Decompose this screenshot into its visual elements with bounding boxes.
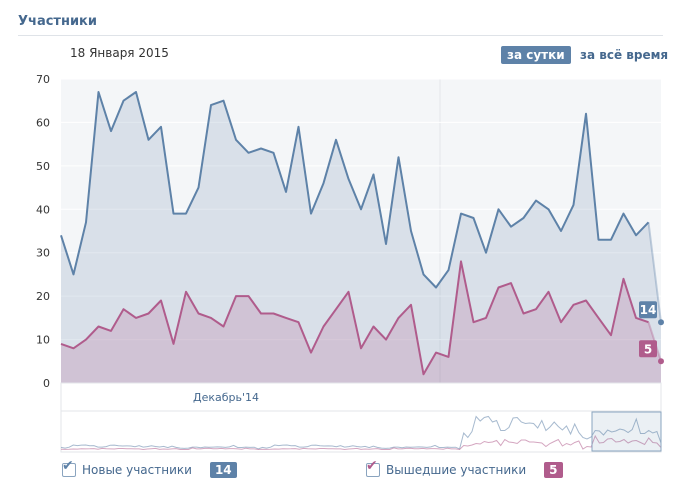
series-area <box>61 92 661 383</box>
y-tick-label: 10 <box>36 334 50 347</box>
y-tick-label: 0 <box>43 377 50 390</box>
new-members-checkbox[interactable]: ✔ <box>62 459 76 477</box>
legend-left-members[interactable]: ✔ Вышедшие участники 5 <box>366 459 563 478</box>
series-line <box>60 260 649 376</box>
series-end-point <box>658 358 664 365</box>
series-area <box>61 261 661 383</box>
series-line-incomplete <box>647 222 662 323</box>
title-divider <box>18 35 663 36</box>
overview-series-line <box>60 415 662 450</box>
new-members-count-badge: 14 <box>209 462 237 478</box>
series-end-label: 14 <box>640 303 657 317</box>
y-tick-label: 40 <box>36 203 50 216</box>
series-end-label: 5 <box>644 342 652 356</box>
series-line <box>60 91 650 289</box>
legend-new-members[interactable]: ✔ Новые участники 14 <box>62 459 237 478</box>
x-axis-label: Декабрь'14 <box>193 391 259 404</box>
series-end-point <box>658 319 664 326</box>
series-end-badge <box>639 340 657 358</box>
series-end-badge <box>639 301 657 319</box>
legend-left-label: Вышедшие участники <box>386 463 527 477</box>
page-title: Участники <box>18 14 97 29</box>
overview-series-line <box>60 434 662 451</box>
y-tick-label: 30 <box>36 247 50 260</box>
y-tick-label: 70 <box>36 73 50 86</box>
current-date: 18 Января 2015 <box>70 46 169 60</box>
left-members-checkbox[interactable]: ✔ <box>366 459 380 477</box>
legend-new-label: Новые участники <box>82 463 192 477</box>
period-day-button[interactable]: за сутки <box>501 46 571 64</box>
overview-navigator <box>60 410 662 453</box>
overview-range-selector[interactable] <box>591 411 662 452</box>
left-members-count-badge: 5 <box>544 462 563 478</box>
y-tick-label: 50 <box>36 160 50 173</box>
y-tick-label: 60 <box>36 116 50 129</box>
period-all-time-button[interactable]: за всё время <box>580 48 669 62</box>
x-axis-strip <box>60 382 662 412</box>
y-tick-label: 20 <box>36 290 50 303</box>
members-chart[interactable]: 0 10 20 30 40 50 60 70 14 5 Декабрь'14 <box>0 0 681 460</box>
